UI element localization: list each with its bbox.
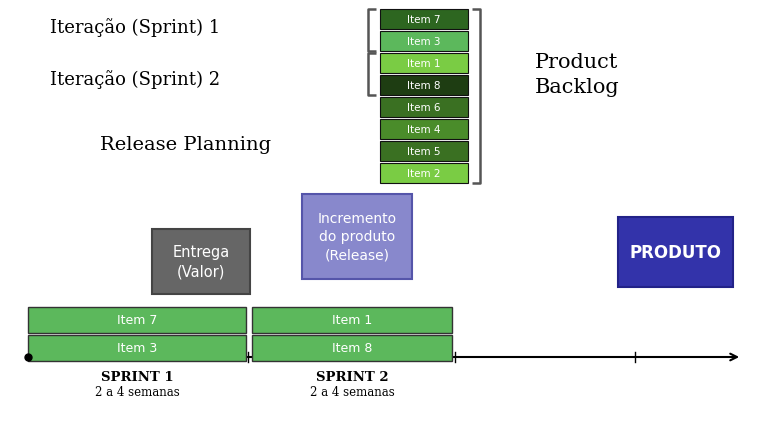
Bar [380,141,468,162]
Bar [380,98,468,118]
Bar [618,218,733,287]
Text: SPRINT 2: SPRINT 2 [316,371,388,384]
Text: Item 6: Item 6 [407,103,441,113]
Text: Item 1: Item 1 [332,314,372,327]
Text: Item 7: Item 7 [407,15,441,25]
Text: Incremento
do produto
(Release): Incremento do produto (Release) [317,212,396,262]
Bar [28,307,246,333]
Bar [302,194,412,279]
Text: Item 2: Item 2 [407,169,441,179]
Text: PRODUTO: PRODUTO [629,244,722,261]
Text: Item 3: Item 3 [117,342,157,355]
Text: Entrega
(Valor): Entrega (Valor) [172,244,229,279]
Text: Item 4: Item 4 [407,125,441,135]
Text: Product
Backlog: Product Backlog [535,53,619,97]
Text: Iteração (Sprint) 2: Iteração (Sprint) 2 [50,71,220,89]
Text: Release Planning: Release Planning [100,136,271,154]
Bar [380,164,468,184]
Bar [252,307,452,333]
Text: Item 8: Item 8 [332,342,372,355]
Text: Item 7: Item 7 [117,314,158,327]
Text: 2 a 4 semanas: 2 a 4 semanas [94,385,179,399]
Bar [380,10,468,30]
Text: Iteração (Sprint) 1: Iteração (Sprint) 1 [50,18,220,37]
Text: Item 5: Item 5 [407,147,441,157]
Text: 2 a 4 semanas: 2 a 4 semanas [310,385,395,399]
Bar [152,230,250,294]
Bar [380,54,468,74]
Bar [380,32,468,52]
Bar [28,335,246,361]
Bar [252,335,452,361]
Bar [380,76,468,96]
Text: Item 1: Item 1 [407,59,441,69]
Bar [380,120,468,140]
Text: Item 3: Item 3 [407,37,441,47]
Text: SPRINT 1: SPRINT 1 [101,371,173,384]
Text: Item 8: Item 8 [407,81,441,91]
